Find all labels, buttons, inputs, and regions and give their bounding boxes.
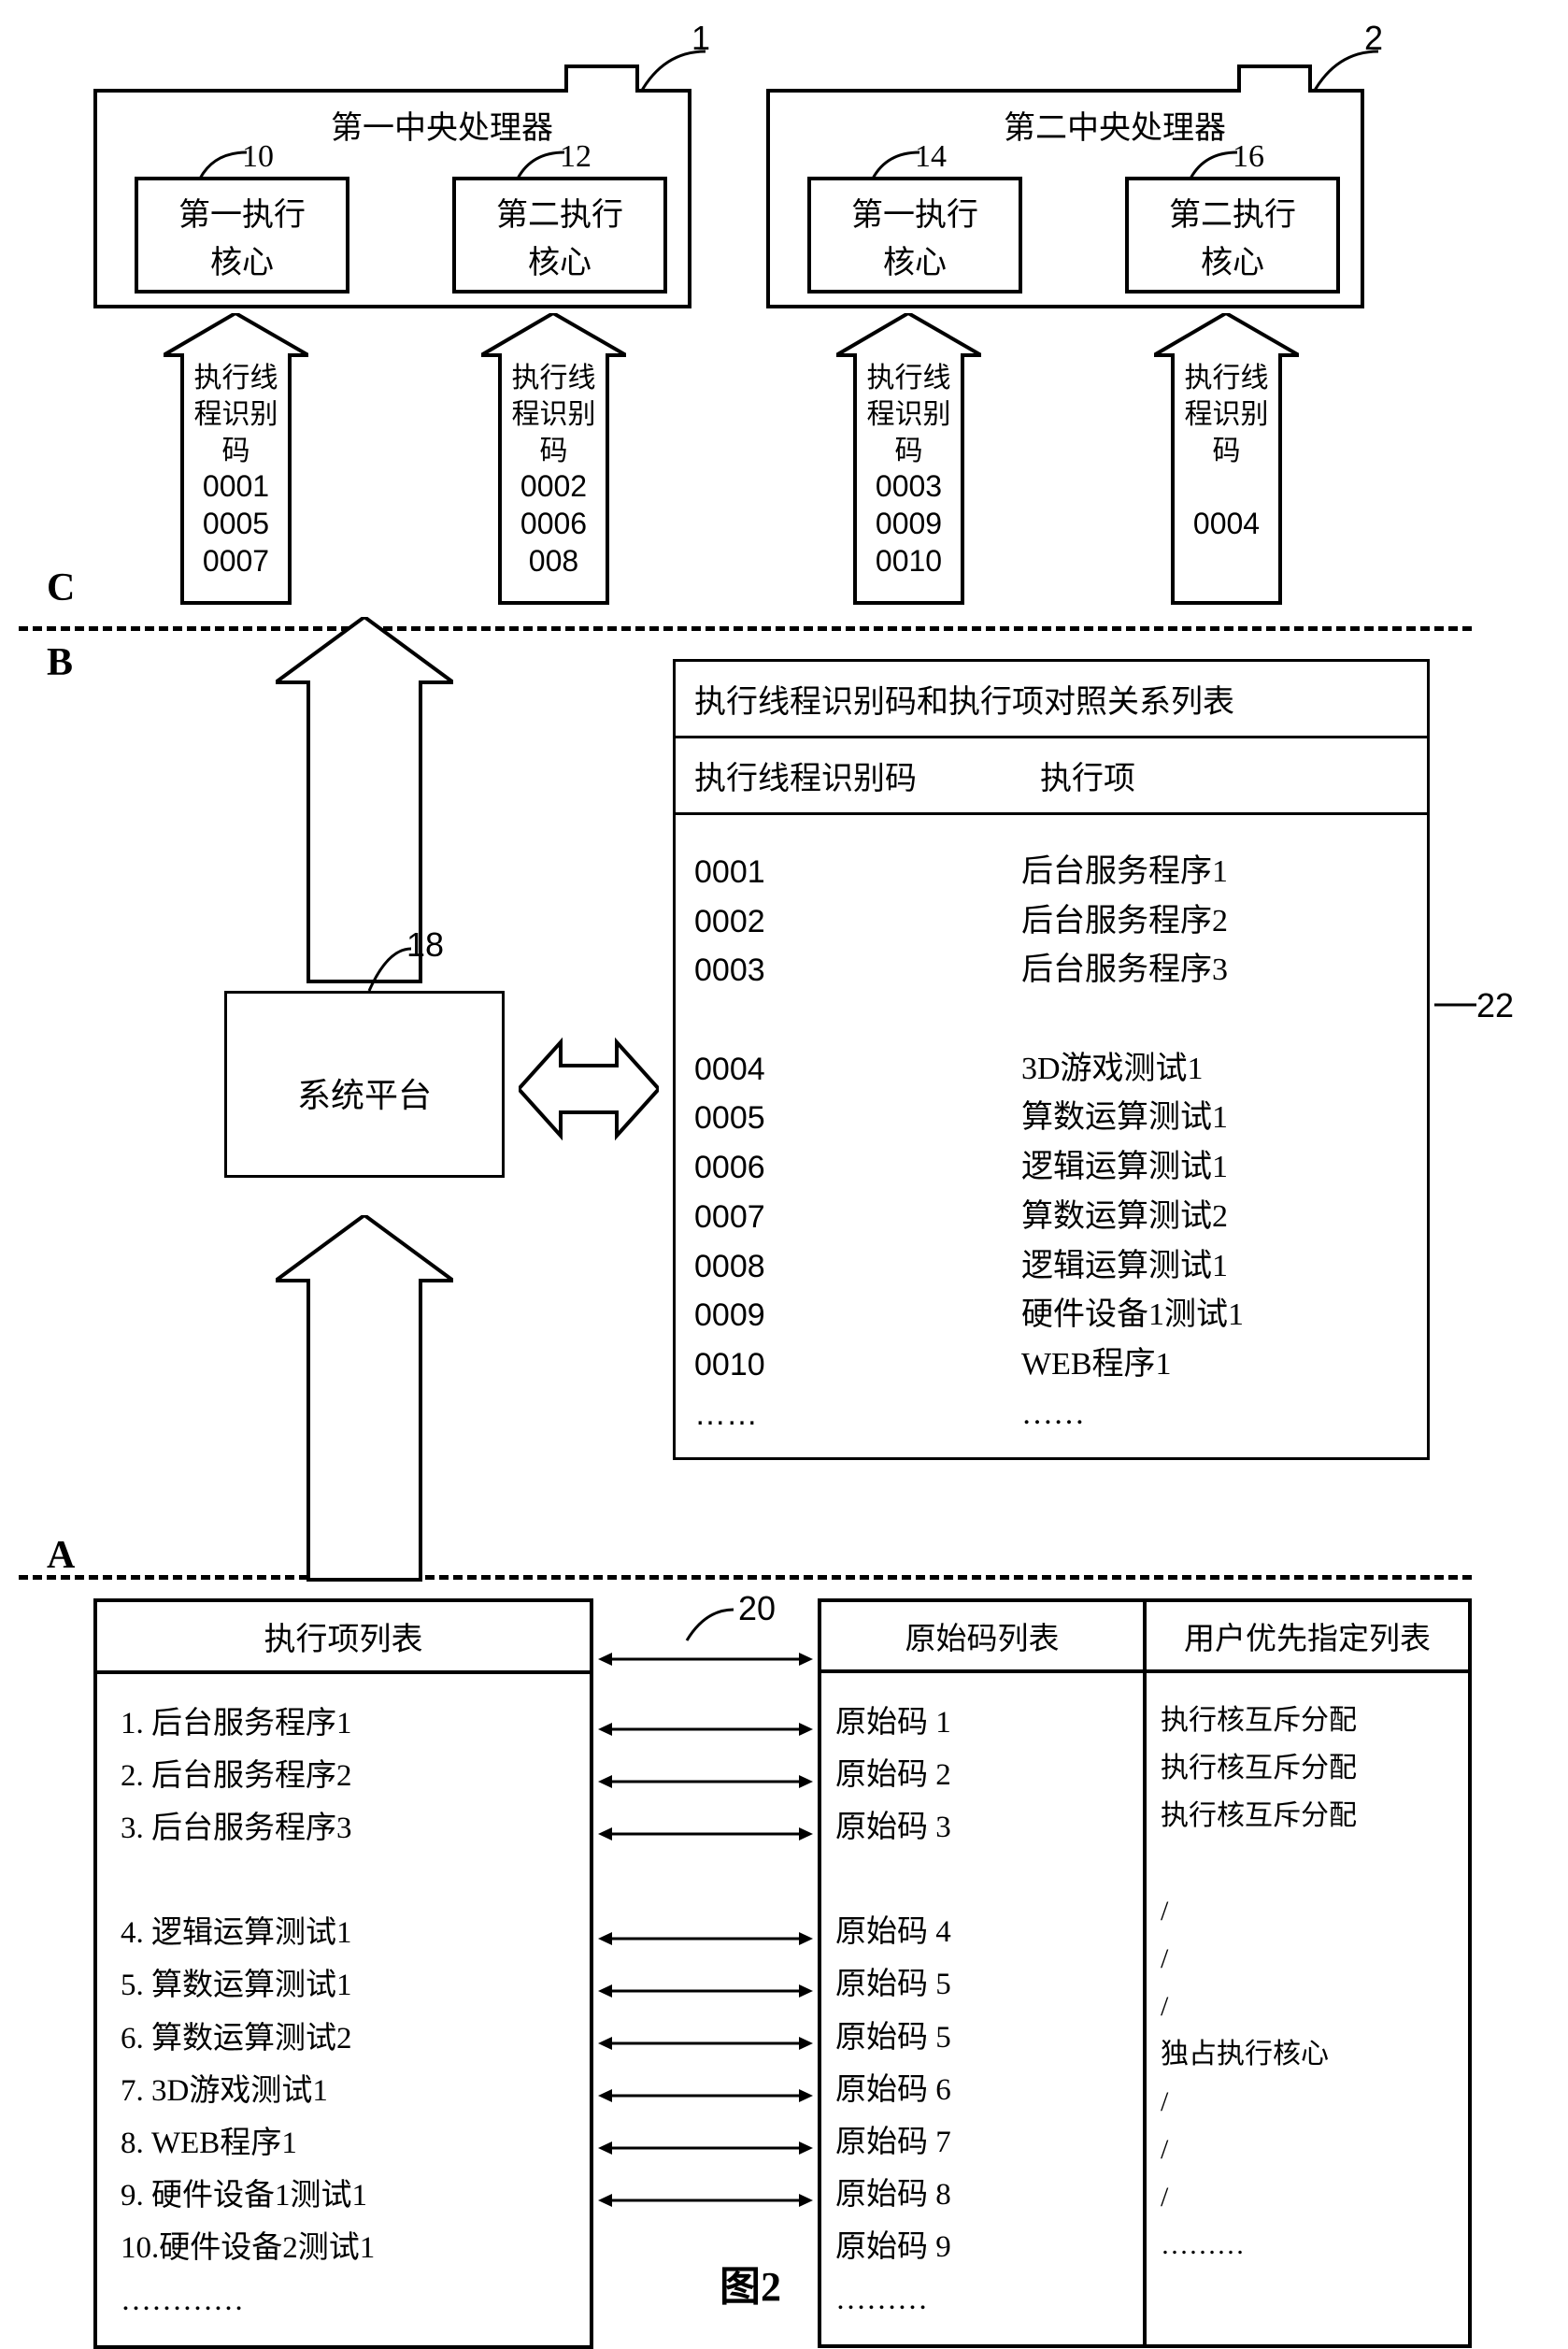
cpu1-notch xyxy=(564,64,639,93)
thread-arrow-1-ids: 000100050007 xyxy=(164,467,308,580)
source-body1: 原始码 1原始码 2原始码 3 原始码 4原始码 5原始码 5原始码 6原始码 … xyxy=(821,1673,1143,2344)
mapping-header: 执行线程识别码和执行项对照关系列表 xyxy=(676,662,1427,738)
exec-list-table: 执行项列表 1. 后台服务程序12. 后台服务程序23. 后台服务程序3 4. … xyxy=(93,1598,593,2349)
thin-bidir-top xyxy=(598,1650,813,1669)
cpu2-title: 第二中央处理器 xyxy=(1004,102,1226,148)
diagram-root: 1 2 第一中央处理器 10 第一执行核心 12 第二执行核心 第二中央处理器 … xyxy=(19,19,1549,2304)
thread-arrow-3: 执行线程识别码 000300090010 xyxy=(836,313,981,612)
platform-label: 系统平台 xyxy=(297,1077,432,1114)
source-table: 原始码列表 原始码 1原始码 2原始码 3 原始码 4原始码 5原始码 5原始码… xyxy=(818,1598,1472,2348)
core10-box: 第一执行核心 xyxy=(135,177,349,294)
thin-bidir-5 xyxy=(598,1982,813,2000)
thread-arrow-4-title: 执行线程识别码 xyxy=(1154,360,1299,469)
core12-box: 第二执行核心 xyxy=(452,177,667,294)
thread-arrow-3-title: 执行线程识别码 xyxy=(836,360,981,469)
cpu2-notch xyxy=(1237,64,1312,93)
mapping-table: 执行线程识别码和执行项对照关系列表 执行线程识别码 执行项 0001000200… xyxy=(673,659,1430,1460)
dashed-ab xyxy=(19,1575,1472,1580)
source-body2: 执行核互斥分配执行核互斥分配执行核互斥分配 ///独占执行核心///……… xyxy=(1147,1673,1468,2287)
mapping-sub2: 执行项 xyxy=(1021,738,1154,812)
mapping-col1: 000100020003 000400050006000700080009001… xyxy=(694,848,1021,1439)
cpu2-box: 第二中央处理器 14 第一执行核心 16 第二执行核心 xyxy=(766,89,1364,308)
core16-box: 第二执行核心 xyxy=(1125,177,1340,294)
thread-arrow-2-ids: 00020006008 xyxy=(481,467,626,580)
source-col1: 原始码列表 原始码 1原始码 2原始码 3 原始码 4原始码 5原始码 5原始码… xyxy=(821,1602,1147,2344)
big-arrow-2 xyxy=(276,1215,453,1584)
mapping-col2: 后台服务程序1后台服务程序2后台服务程序3 3D游戏测试1算数运算测试1逻辑运算… xyxy=(1021,848,1408,1439)
source-col2: 用户优先指定列表 执行核互斥分配执行核互斥分配执行核互斥分配 ///独占执行核心… xyxy=(1147,1602,1468,2344)
core10-label: 第一执行核心 xyxy=(178,198,306,280)
source-header1: 原始码列表 xyxy=(821,1602,1143,1673)
platform-box: 系统平台 xyxy=(224,991,505,1178)
bidir-arrow-platform xyxy=(519,1028,659,1150)
mapping-num: 22 xyxy=(1476,986,1514,1025)
thread-arrow-4: 执行线程识别码 0004 xyxy=(1154,313,1299,612)
thread-arrow-2: 执行线程识别码 00020006008 xyxy=(481,313,626,612)
thin-bidir-8 xyxy=(598,2139,813,2157)
exec-list-num: 20 xyxy=(738,1589,776,1628)
thread-arrow-1: 执行线程识别码 000100050007 xyxy=(164,313,308,612)
cpu1-title: 第一中央处理器 xyxy=(331,102,553,148)
exec-body: 1. 后台服务程序12. 后台服务程序23. 后台服务程序3 4. 逻辑运算测试… xyxy=(97,1674,590,2345)
cpu1-box: 第一中央处理器 10 第一执行核心 12 第二执行核心 xyxy=(93,89,691,308)
thread-arrow-3-ids: 000300090010 xyxy=(836,467,981,580)
thin-bidir-3 xyxy=(598,1825,813,1843)
thread-arrow-1-title: 执行线程识别码 xyxy=(164,360,308,469)
mapping-body: 000100020003 000400050006000700080009001… xyxy=(676,815,1427,1457)
dashed-bc xyxy=(19,626,1472,631)
figure-label: 图2 xyxy=(720,2253,781,2313)
thread-arrow-4-ids: 0004 xyxy=(1154,467,1299,542)
thin-bidir-2 xyxy=(598,1772,813,1791)
curve-20 xyxy=(682,1608,738,1645)
platform-num: 18 xyxy=(406,925,444,965)
section-c-label: C xyxy=(47,566,75,610)
line-22 xyxy=(1434,995,1476,1014)
source-header2: 用户优先指定列表 xyxy=(1147,1602,1468,1673)
thin-bidir-6 xyxy=(598,2034,813,2053)
thin-bidir-9 xyxy=(598,2191,813,2210)
thin-bidir-1 xyxy=(598,1720,813,1739)
section-b-label: B xyxy=(47,640,73,685)
mapping-sub1: 执行线程识别码 xyxy=(676,738,1021,812)
thread-arrow-2-title: 执行线程识别码 xyxy=(481,360,626,469)
thin-bidir-4 xyxy=(598,1929,813,1948)
exec-header: 执行项列表 xyxy=(97,1602,590,1674)
core16-label: 第二执行核心 xyxy=(1169,198,1296,280)
thin-bidir-7 xyxy=(598,2086,813,2105)
core14-label: 第一执行核心 xyxy=(851,198,978,280)
core12-label: 第二执行核心 xyxy=(496,198,623,280)
mapping-subheader: 执行线程识别码 执行项 xyxy=(676,738,1427,815)
section-a-label: A xyxy=(47,1533,75,1578)
core14-box: 第一执行核心 xyxy=(807,177,1022,294)
